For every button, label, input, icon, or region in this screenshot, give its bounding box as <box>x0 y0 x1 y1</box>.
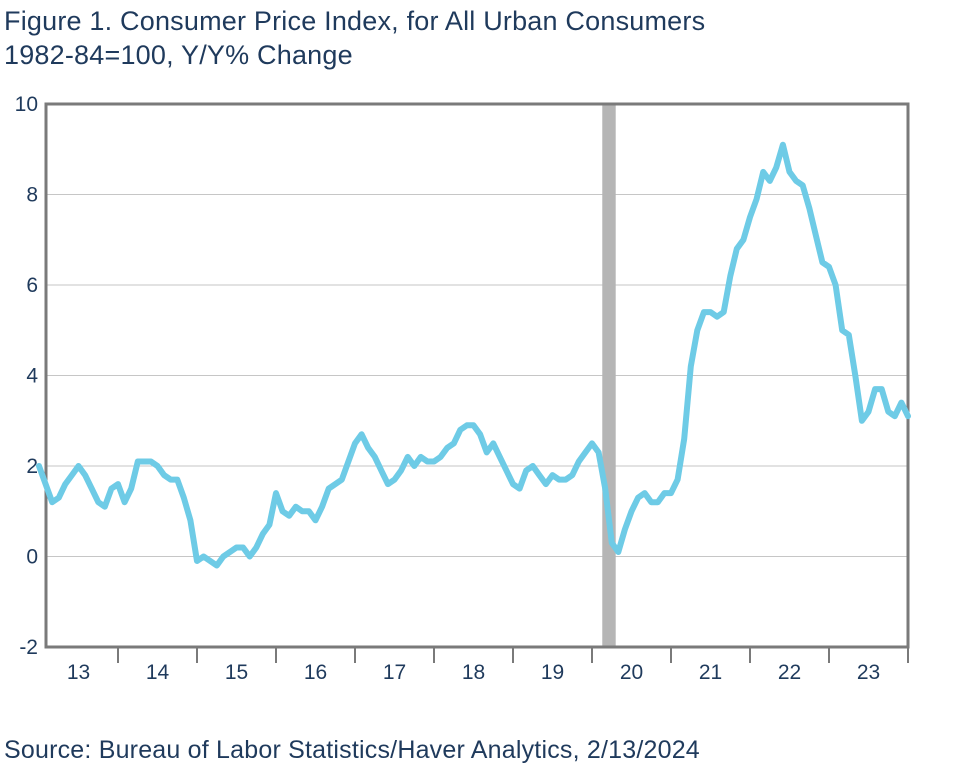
y-tick-label: 10 <box>15 93 38 116</box>
x-tick-label: 13 <box>67 661 90 684</box>
y-tick-label: 6 <box>26 274 38 297</box>
x-tick-label: 21 <box>699 661 722 684</box>
x-tick-label: 20 <box>620 661 643 684</box>
x-tick-label: 16 <box>304 661 327 684</box>
y-tick-label: 0 <box>26 546 38 569</box>
x-tick-label: 17 <box>383 661 406 684</box>
y-tick-label: -2 <box>19 636 38 659</box>
y-tick-label: 4 <box>26 365 38 388</box>
x-tick-label: 22 <box>778 661 801 684</box>
x-tick-label: 23 <box>857 661 880 684</box>
plot-frame <box>44 102 910 649</box>
x-tick-label: 15 <box>225 661 248 684</box>
title-line-2: 1982-84=100, Y/Y% Change <box>4 40 353 70</box>
y-tick-label: 2 <box>26 455 38 478</box>
cpi-series-line <box>36 141 911 569</box>
recession-band <box>602 104 616 647</box>
x-tick-label: 18 <box>462 661 485 684</box>
x-tick-label: 19 <box>541 661 564 684</box>
source-note: Source: Bureau of Labor Statistics/Haver… <box>4 736 700 764</box>
title-line-1: Figure 1. Consumer Price Index, for All … <box>4 6 706 36</box>
chart-title: Figure 1. Consumer Price Index, for All … <box>4 4 705 72</box>
y-tick-label: 8 <box>26 184 38 207</box>
x-tick-label: 14 <box>146 661 170 684</box>
